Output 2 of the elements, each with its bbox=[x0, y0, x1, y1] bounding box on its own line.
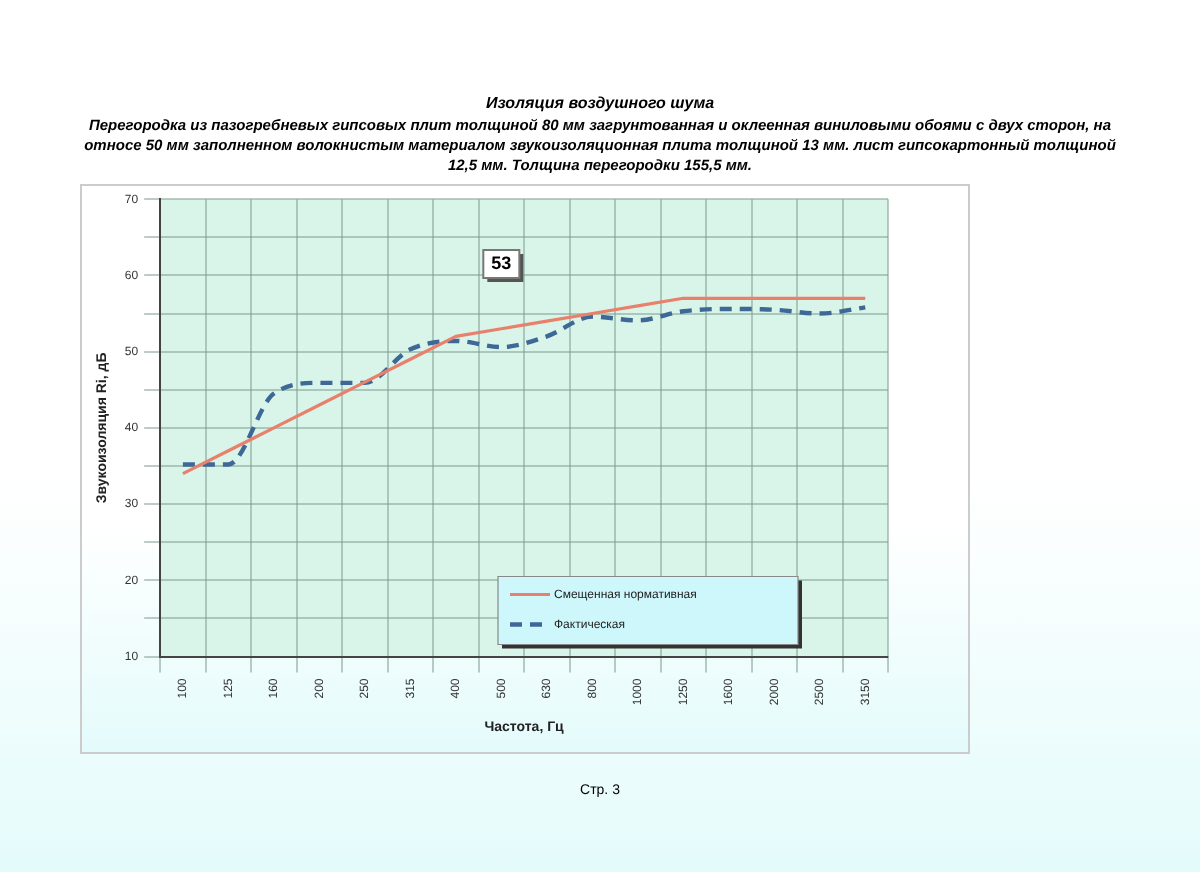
annotation: 53 bbox=[491, 252, 512, 273]
chart-title: Изоляция воздушного шума bbox=[483, 94, 717, 112]
